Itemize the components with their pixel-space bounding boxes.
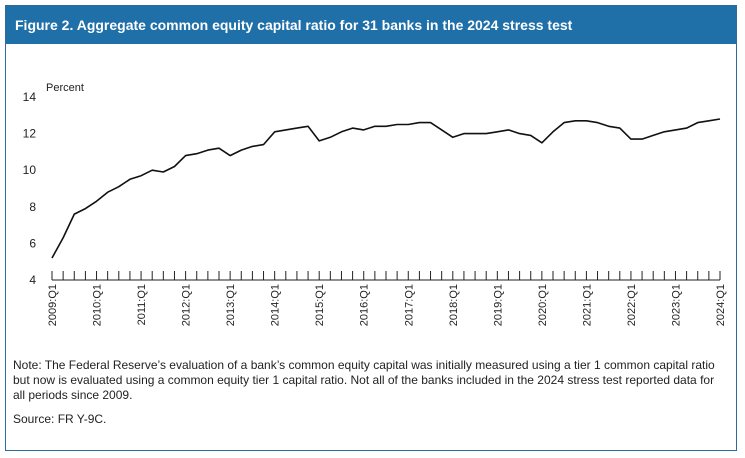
figure-title: Figure 2. Aggregate common equity capita… — [6, 6, 736, 44]
figure-source: Source: FR Y-9C. — [13, 412, 107, 426]
y-tick-label: 8 — [29, 200, 36, 214]
x-tick-label: 2019:Q1 — [492, 284, 504, 326]
y-axis-label: Percent — [46, 82, 84, 94]
y-tick-label: 14 — [23, 90, 37, 104]
x-tick-label: 2012:Q1 — [181, 284, 193, 326]
y-tick-label: 10 — [23, 163, 37, 177]
x-tick-label: 2022:Q1 — [626, 284, 638, 326]
x-tick-label: 2009:Q1 — [47, 284, 59, 326]
x-tick-label: 2016:Q1 — [359, 284, 371, 326]
x-tick-label: 2011:Q1 — [136, 284, 148, 325]
x-tick-label: 2021:Q1 — [581, 284, 593, 326]
figure-note: Note: The Federal Reserve’s evaluation o… — [13, 358, 715, 402]
x-tick-label: 2014:Q1 — [270, 284, 282, 326]
x-tick-label: 2020:Q1 — [537, 284, 549, 326]
x-tick-label: 2024:Q1 — [715, 284, 727, 326]
y-tick-label: 6 — [29, 236, 36, 250]
y-tick-label: 4 — [29, 273, 36, 287]
series-line — [51, 118, 721, 259]
y-tick-label: 12 — [23, 127, 37, 141]
figure-frame: Figure 2. Aggregate common equity capita… — [5, 5, 737, 451]
x-tick-label: 2015:Q1 — [314, 284, 326, 326]
x-tick-label: 2023:Q1 — [670, 284, 682, 326]
y-axis: Percent 4 6 8 10 12 14 — [23, 82, 84, 287]
x-tick-label: 2017:Q1 — [403, 284, 415, 326]
x-tick-label: 2018:Q1 — [448, 284, 460, 326]
x-tick-label: 2013:Q1 — [225, 284, 237, 326]
plot-area — [51, 118, 721, 259]
x-axis: 2009:Q1 2010:Q1 2011:Q1 2012:Q1 2013:Q1 2014:… — [47, 271, 727, 326]
x-tick-label: 2010:Q1 — [92, 284, 104, 326]
